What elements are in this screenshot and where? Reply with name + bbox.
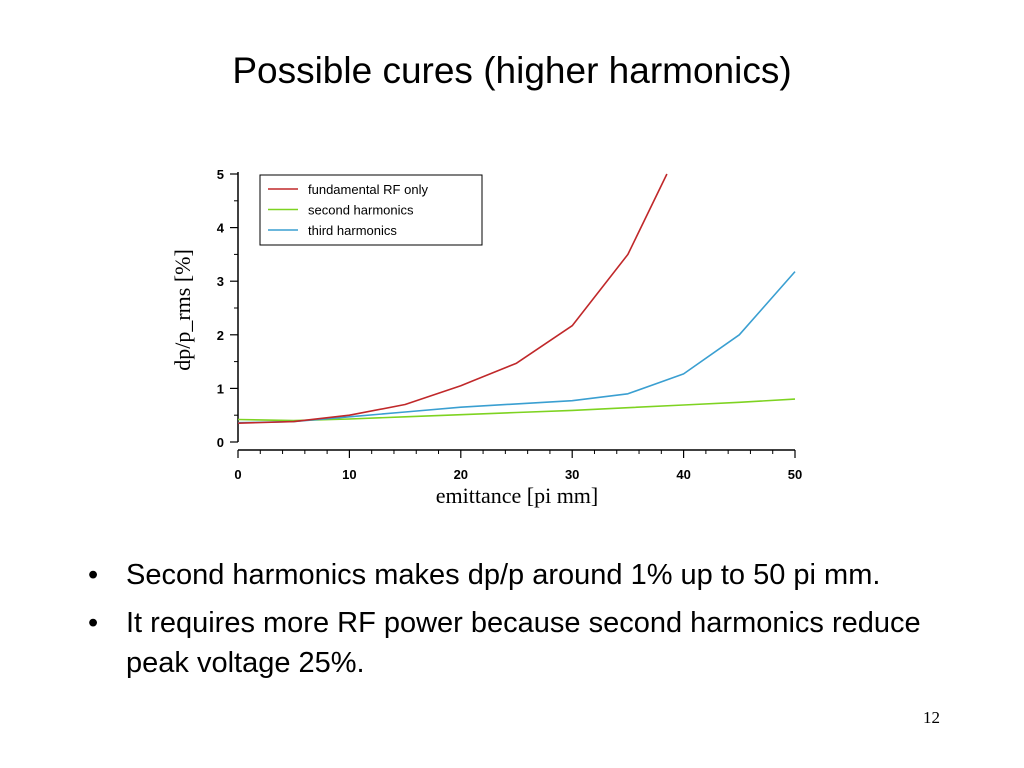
x-axis-label: emittance [pi mm] — [436, 483, 599, 508]
chart-legend: fundamental RF only second harmonics third… — [259, 174, 483, 246]
x-tick-label: 10 — [342, 467, 356, 482]
y-tick-label: 5 — [217, 167, 224, 182]
legend-label: second harmonics — [308, 203, 414, 218]
y-tick-label: 2 — [217, 328, 224, 343]
x-tick-label: 40 — [676, 467, 690, 482]
y-axis-label: dp/p_rms [%] — [170, 249, 195, 371]
x-tick-label: 20 — [454, 467, 468, 482]
y-tick-label: 0 — [217, 435, 224, 450]
x-tick-label: 30 — [565, 467, 579, 482]
slide-title: Possible cures (higher harmonics) — [232, 50, 792, 91]
chart-lines — [237, 173, 796, 424]
y-tick-label: 3 — [217, 274, 224, 289]
bullet-list: • Second harmonics makes dp/p around 1% … — [88, 555, 928, 691]
series-line-1 — [237, 173, 668, 424]
legend-label: third harmonics — [308, 223, 397, 238]
x-tick-label: 0 — [234, 467, 241, 482]
y-tick-label: 4 — [217, 221, 225, 236]
series-line-2 — [237, 398, 796, 422]
y-tick-label: 1 — [217, 381, 224, 396]
bullet-item: • Second harmonics makes dp/p around 1% … — [88, 555, 928, 595]
bullet-dot: • — [88, 607, 99, 639]
legend-label: fundamental RF only — [308, 182, 428, 197]
bullet-text: It requires more RF power because second… — [126, 607, 921, 679]
bullet-item: • It requires more RF power because seco… — [88, 603, 928, 683]
bullet-dot: • — [88, 559, 99, 591]
bullet-text: Second harmonics makes dp/p around 1% up… — [126, 559, 881, 591]
page-number: 12 — [923, 708, 940, 727]
series-line-3 — [237, 271, 796, 424]
chart-axes — [237, 172, 795, 451]
x-tick-label: 50 — [788, 467, 802, 482]
